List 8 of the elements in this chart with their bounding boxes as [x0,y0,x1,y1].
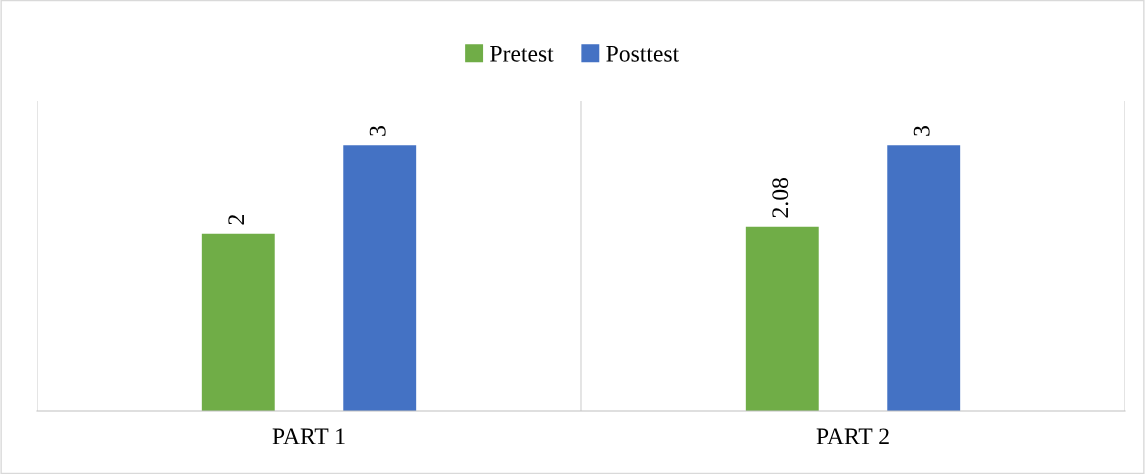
legend-label: Pretest [490,46,554,62]
data-label: 3 [913,126,930,136]
x-tick-label: PART 2 [816,428,889,445]
data-label: 2.08 [772,178,789,218]
data-label: 3 [369,126,386,136]
legend-label: Posttest [606,46,680,62]
x-tick-label: PART 1 [272,428,345,445]
data-label: 2 [228,215,244,225]
